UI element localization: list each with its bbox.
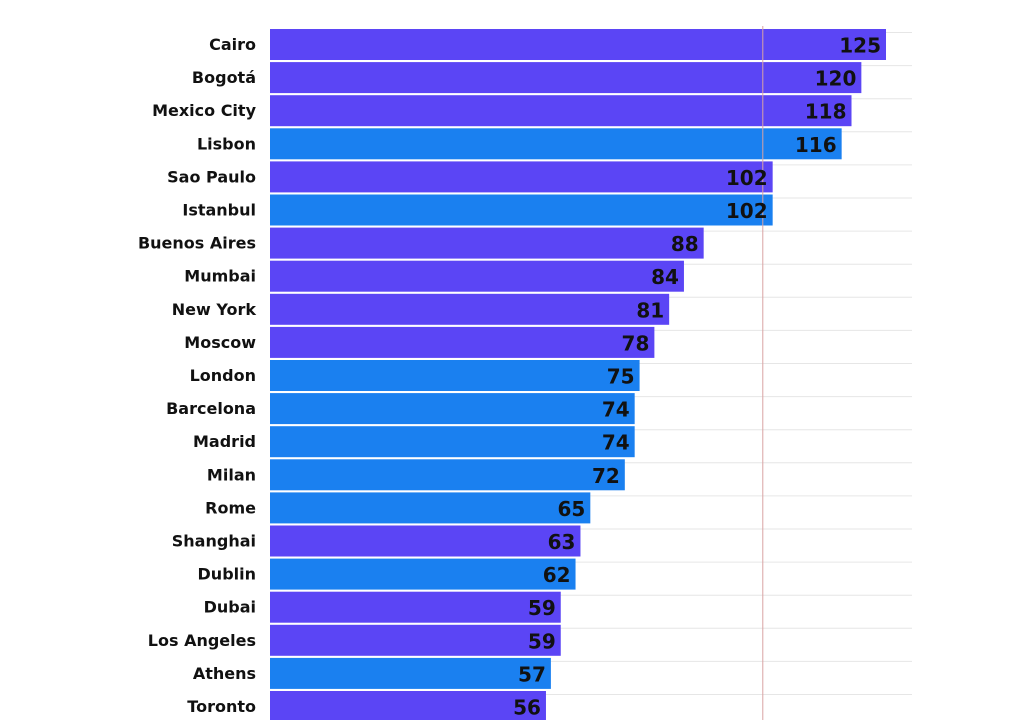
category-label: Bogotá xyxy=(192,68,256,87)
category-label: Mumbai xyxy=(184,267,256,286)
category-label: Athens xyxy=(193,664,256,683)
value-label: 88 xyxy=(671,232,699,256)
category-label: Shanghai xyxy=(172,532,256,551)
category-label: Dubai xyxy=(204,598,256,617)
value-label: 62 xyxy=(543,563,571,587)
value-label: 120 xyxy=(815,67,857,91)
value-labels: 125 120 118 116 102 102 88 84 81 78 75 74 74 72 65 63 62… xyxy=(513,34,881,720)
bar-mexico-city xyxy=(270,95,852,127)
value-label: 59 xyxy=(528,629,556,653)
bar-lisbon xyxy=(270,128,842,160)
value-label: 72 xyxy=(592,464,620,488)
value-label: 63 xyxy=(548,530,576,554)
bar-new-york xyxy=(270,293,670,325)
bar-toronto xyxy=(270,691,546,720)
category-label: New York xyxy=(172,300,257,319)
value-label: 74 xyxy=(602,431,630,455)
bar-milan xyxy=(270,459,625,491)
bar-buenos-aires xyxy=(270,227,704,259)
value-label: 81 xyxy=(636,298,664,322)
category-label: Moscow xyxy=(184,333,256,352)
category-label: Istanbul xyxy=(182,201,256,220)
bar-mumbai xyxy=(270,260,684,292)
bar-bogot- xyxy=(270,62,862,94)
value-label: 65 xyxy=(557,497,585,521)
value-label: 59 xyxy=(528,596,556,620)
bar-moscow xyxy=(270,326,655,358)
category-label: Madrid xyxy=(193,432,256,451)
value-label: 74 xyxy=(602,398,630,422)
category-label: Barcelona xyxy=(166,399,256,418)
category-label: Lisbon xyxy=(197,134,256,153)
bar-istanbul xyxy=(270,194,773,226)
value-label: 102 xyxy=(726,199,768,223)
value-label: 57 xyxy=(518,662,546,686)
value-label: 84 xyxy=(651,265,679,289)
category-label: Los Angeles xyxy=(148,631,256,650)
bar-barcelona xyxy=(270,393,635,425)
category-label: London xyxy=(190,366,256,385)
category-label: Sao Paulo xyxy=(167,167,256,186)
value-label: 118 xyxy=(805,100,847,124)
value-label: 75 xyxy=(607,365,635,389)
category-label: Buenos Aires xyxy=(138,234,256,253)
value-label: 102 xyxy=(726,166,768,190)
bar-dubai xyxy=(270,591,561,623)
bar-sao-paulo xyxy=(270,161,773,193)
category-label: Dublin xyxy=(198,565,256,584)
category-label: Rome xyxy=(205,498,256,517)
bar-los-angeles xyxy=(270,624,561,656)
category-labels: Cairo Bogotá Mexico City Lisbon Sao Paulo Ist… xyxy=(138,35,257,716)
bars xyxy=(270,29,886,720)
value-label: 56 xyxy=(513,696,541,720)
value-label: 78 xyxy=(622,331,650,355)
bar-athens xyxy=(270,657,551,689)
bar-london xyxy=(270,360,640,391)
value-label: 125 xyxy=(839,34,881,58)
bar-dublin xyxy=(270,558,576,590)
category-label: Mexico City xyxy=(152,101,257,120)
bar-madrid xyxy=(270,426,635,458)
value-label: 116 xyxy=(795,133,837,157)
category-label: Cairo xyxy=(209,35,256,54)
category-label: Milan xyxy=(207,465,256,484)
category-label: Toronto xyxy=(187,697,256,716)
bar-rome xyxy=(270,492,591,524)
bar-cairo xyxy=(270,29,886,60)
bar-shanghai xyxy=(270,525,581,557)
